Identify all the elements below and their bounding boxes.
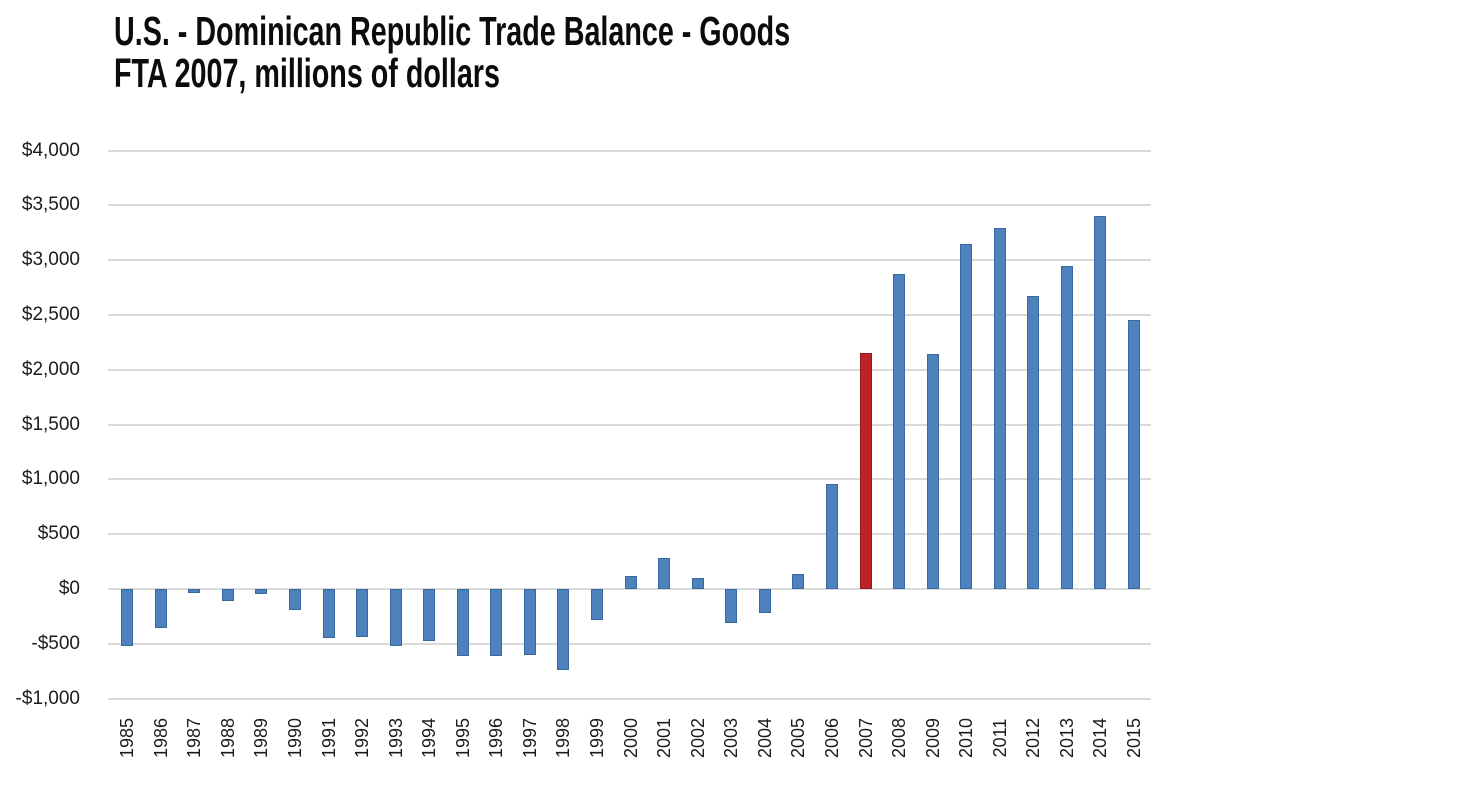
gridline-3500 <box>108 204 1151 207</box>
x-tick-label-2013: 2013 <box>1056 717 1077 759</box>
bar-1995 <box>456 589 469 656</box>
bar-2013 <box>1060 265 1073 589</box>
chart-title: U.S. - Dominican Republic Trade Balance … <box>114 10 790 94</box>
bar-1987 <box>188 589 201 594</box>
y-tick-label-500: $500 <box>37 523 80 545</box>
x-tick-label-1987: 1987 <box>184 717 205 759</box>
bar-1996 <box>490 589 503 656</box>
x-tick-label-1993: 1993 <box>385 717 406 759</box>
bar-2005 <box>792 573 805 589</box>
y-tick-label-2500: $2,500 <box>21 304 80 325</box>
x-tick-label-2001: 2001 <box>654 717 675 759</box>
chart-title-line1: U.S. - Dominican Republic Trade Balance … <box>114 8 791 54</box>
y-tick-label--1000: -$1,000 <box>15 687 80 709</box>
bar-2012 <box>1027 296 1040 589</box>
bar-1988 <box>221 589 234 602</box>
x-tick-label-2011: 2011 <box>989 718 1010 758</box>
bar-2015 <box>1128 320 1140 589</box>
y-tick-label-3000: $3,000 <box>21 249 80 271</box>
y-tick-label-3500: $3,500 <box>21 194 80 216</box>
x-tick-label-2014: 2014 <box>1090 717 1111 759</box>
gridline-500 <box>108 533 1151 536</box>
gridline-4000 <box>108 149 1151 152</box>
y-tick-label--500: -$500 <box>31 632 80 654</box>
x-tick-label-2004: 2004 <box>754 717 775 759</box>
x-tick-label-1998: 1998 <box>553 717 574 759</box>
x-tick-label-1988: 1988 <box>217 717 238 759</box>
bar-2009 <box>926 354 939 589</box>
x-tick-label-2010: 2010 <box>956 717 977 759</box>
x-tick-label-1994: 1994 <box>419 717 440 759</box>
bar-1998 <box>557 589 570 671</box>
bar-1999 <box>591 589 604 620</box>
x-tick-label-2005: 2005 <box>788 717 809 759</box>
x-tick-label-2015: 2015 <box>1124 717 1144 759</box>
x-tick-label-2003: 2003 <box>721 717 742 759</box>
gridline--1000 <box>108 697 1151 700</box>
bar-2008 <box>893 274 906 589</box>
bar-1993 <box>389 589 402 646</box>
x-tick-label-1985: 1985 <box>117 717 138 759</box>
gridline-2000 <box>108 368 1151 371</box>
x-tick-label-1995: 1995 <box>452 717 473 759</box>
x-tick-label-1990: 1990 <box>285 717 305 759</box>
bar-2014 <box>1094 216 1107 589</box>
bar-1994 <box>423 589 436 641</box>
bar-2004 <box>758 589 771 614</box>
bar-2011 <box>993 228 1006 589</box>
bar-1991 <box>322 589 335 639</box>
bar-2007 <box>859 353 872 589</box>
gridline-0 <box>108 588 1151 590</box>
x-tick-label-1997: 1997 <box>519 717 540 759</box>
x-tick-label-1986: 1986 <box>150 717 171 759</box>
gridline-2500 <box>108 314 1151 316</box>
y-tick-label-4000: $4,000 <box>21 139 80 161</box>
gridline-3000 <box>108 259 1151 262</box>
x-tick-label-1991: 1991 <box>318 717 339 759</box>
gridline-1500 <box>108 423 1151 426</box>
bar-2000 <box>624 575 637 589</box>
x-tick-label-1999: 1999 <box>587 717 608 759</box>
x-tick-label-2008: 2008 <box>889 717 910 759</box>
x-tick-label-2000: 2000 <box>620 717 641 759</box>
gridline-1000 <box>108 478 1151 481</box>
chart-title-line2: FTA 2007, millions of dollars <box>114 50 500 96</box>
y-tick-label-2000: $2,000 <box>21 358 80 380</box>
bar-2002 <box>691 578 704 589</box>
x-tick-label-1989: 1989 <box>251 717 272 759</box>
bar-1992 <box>356 589 369 638</box>
x-tick-label-2012: 2012 <box>1023 717 1044 759</box>
bar-1997 <box>523 589 536 655</box>
x-tick-label-2002: 2002 <box>687 717 708 759</box>
bar-2001 <box>658 558 671 589</box>
x-tick-label-2006: 2006 <box>821 717 842 759</box>
bar-2006 <box>825 483 838 589</box>
y-tick-label-0: $0 <box>58 578 80 599</box>
y-tick-label-1000: $1,000 <box>21 468 80 490</box>
x-tick-label-1992: 1992 <box>352 717 373 759</box>
x-tick-label-1996: 1996 <box>486 717 507 759</box>
bar-1989 <box>255 589 268 594</box>
bar-2003 <box>725 589 738 623</box>
bar-1986 <box>154 589 167 629</box>
x-tick-label-2007: 2007 <box>855 717 876 759</box>
bar-2010 <box>960 243 973 589</box>
x-tick-label-2009: 2009 <box>922 717 943 759</box>
y-tick-label-1500: $1,500 <box>21 413 80 435</box>
gridline--500 <box>108 642 1151 645</box>
bar-1985 <box>121 589 134 646</box>
bar-1990 <box>289 589 301 610</box>
